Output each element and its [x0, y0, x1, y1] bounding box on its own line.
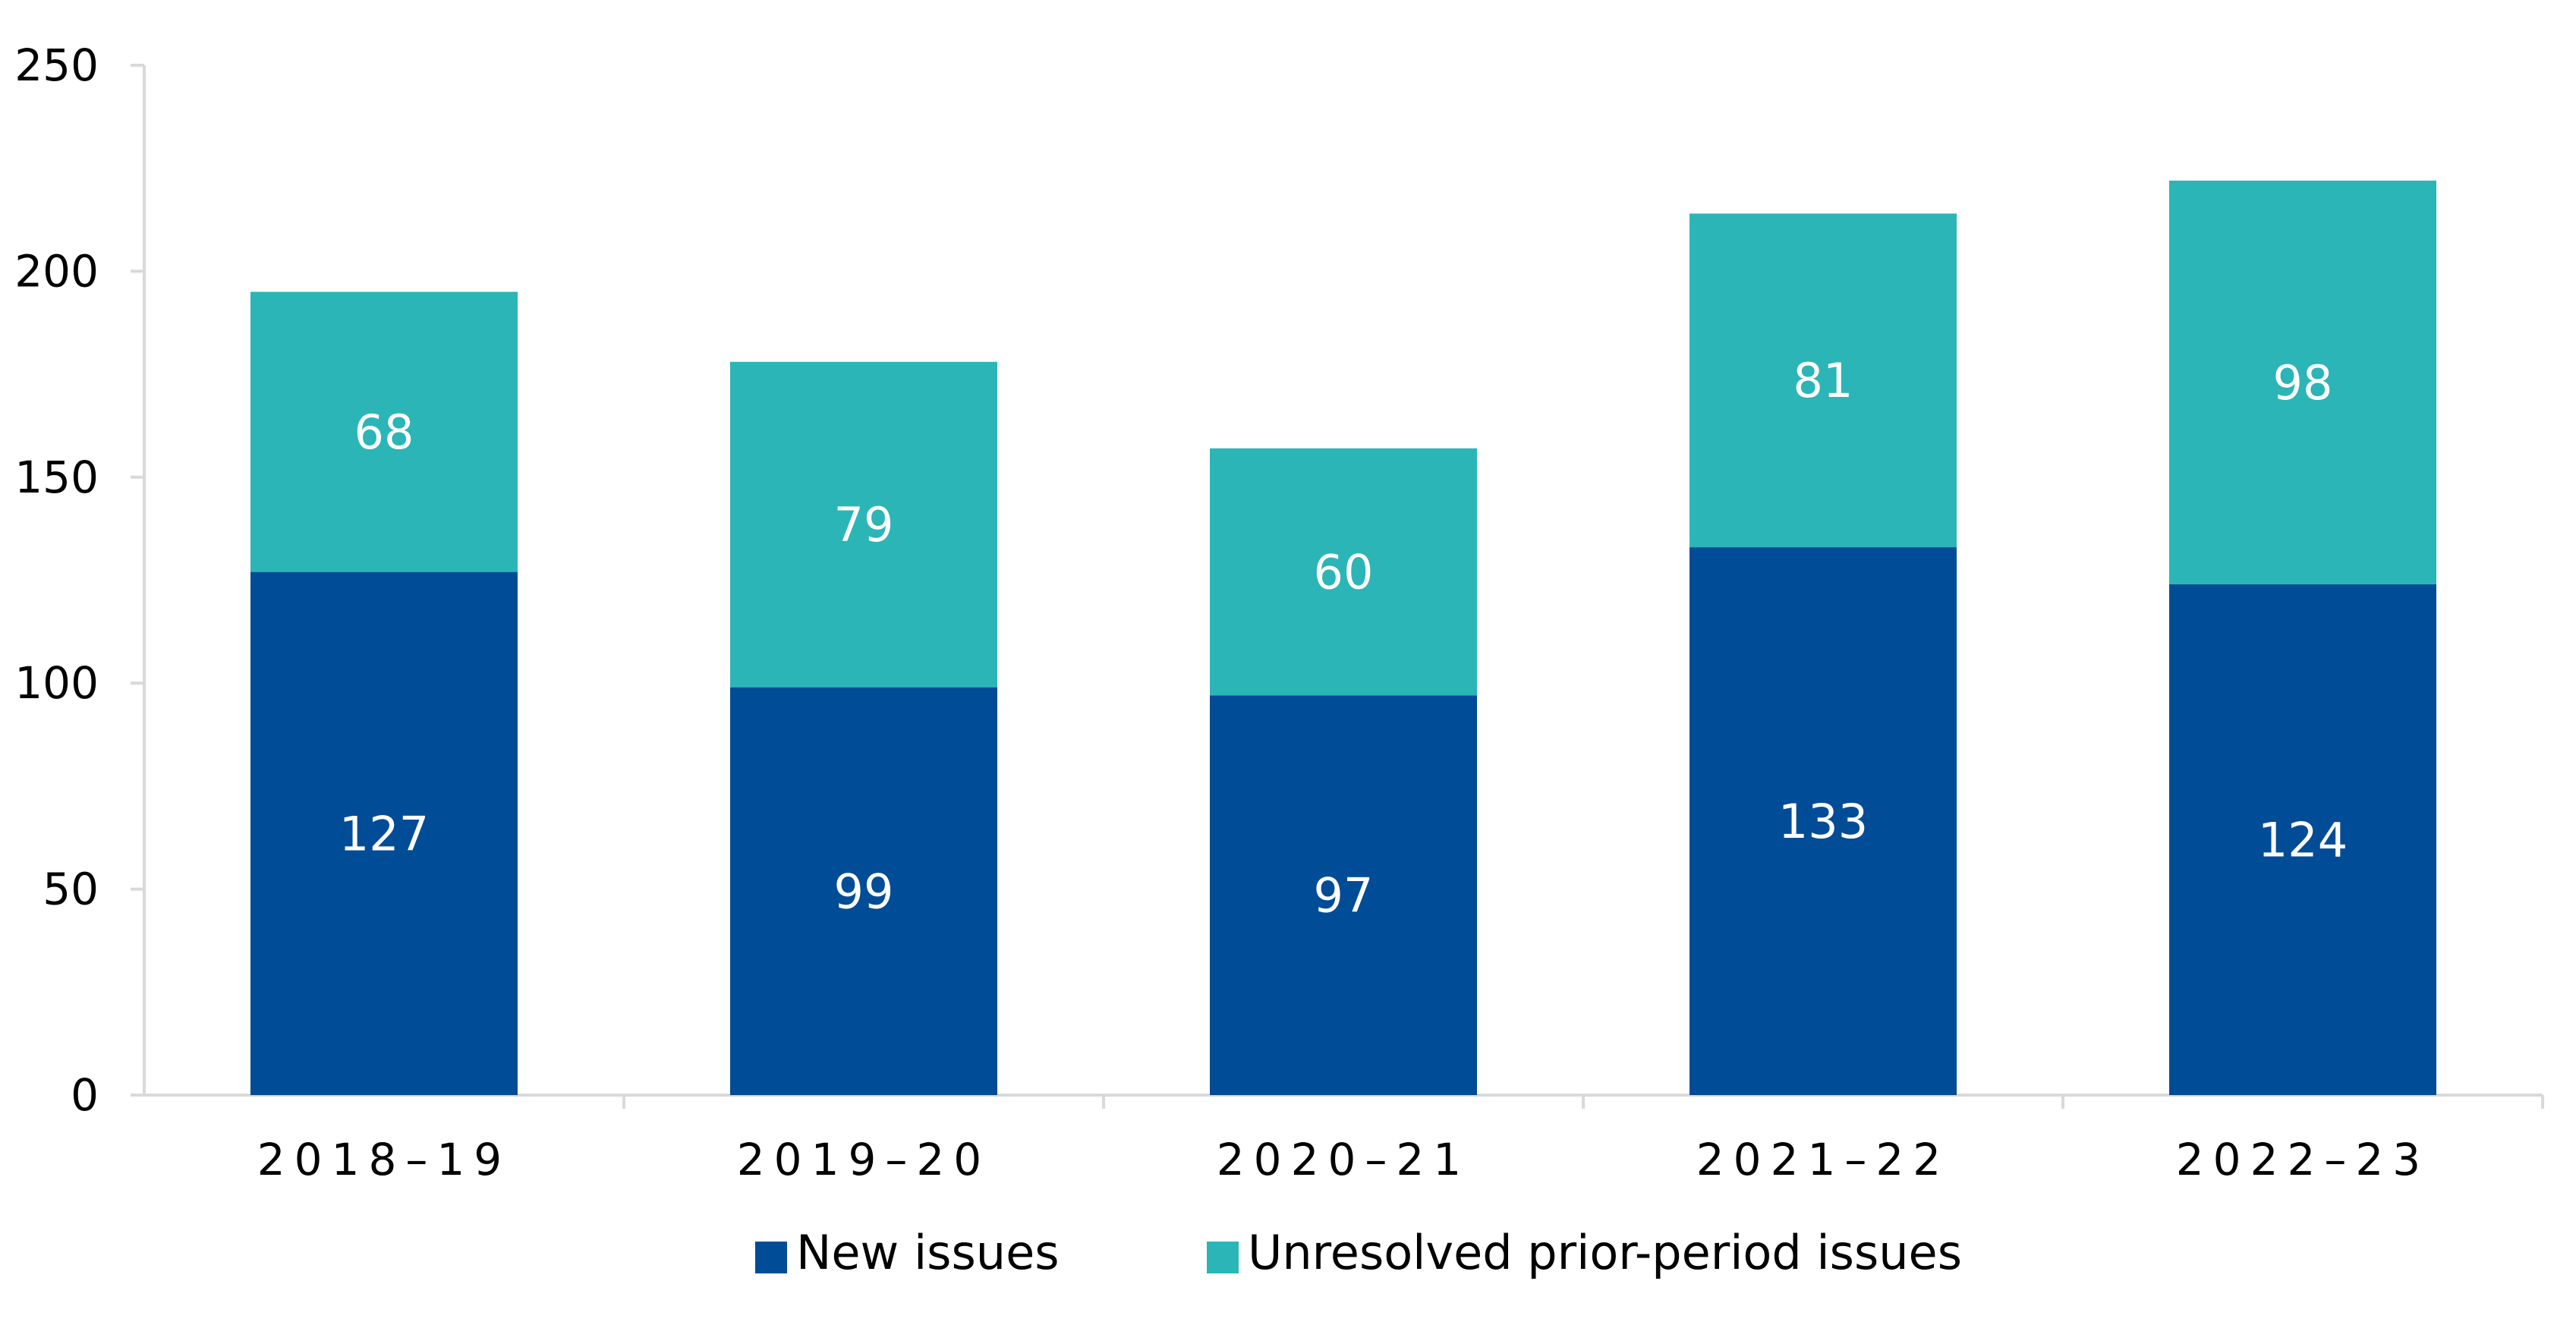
bar-new-issues [1210, 695, 1477, 1095]
data-label-new-issues: 124 [2258, 812, 2348, 867]
x-category-label: 2020–21 [1217, 1134, 1470, 1185]
bar-unresolved-issues [1690, 213, 1957, 548]
bar-unresolved-issues [2169, 180, 2436, 584]
bars [250, 180, 2436, 1095]
bar-unresolved-issues [250, 291, 518, 572]
data-label-new-issues: 133 [1778, 794, 1868, 849]
data-label-new-issues: 99 [834, 864, 894, 919]
data-label-new-issues: 97 [1314, 868, 1374, 924]
data-label-unresolved-issues: 98 [2273, 355, 2333, 411]
data-label-unresolved-issues: 60 [1314, 545, 1374, 600]
bar-new-issues [250, 571, 518, 1095]
bar-new-issues [2169, 584, 2436, 1095]
data-label-new-issues: 127 [339, 806, 429, 861]
x-category-label: 2021–22 [1696, 1134, 1950, 1185]
bar-unresolved-issues [1210, 448, 1477, 696]
legend-label-unresolved-issues: Unresolved prior-period issues [1248, 1225, 1962, 1280]
bar-unresolved-issues [730, 361, 997, 688]
x-category-label: 2022–23 [2176, 1134, 2430, 1185]
y-tick-label: 100 [14, 657, 99, 709]
y-tick-label: 0 [71, 1069, 99, 1121]
legend-label-new-issues: New issues [796, 1225, 1060, 1280]
y-tick-label: 150 [14, 452, 99, 503]
legend-swatch-unresolved-issues [1207, 1242, 1239, 1273]
data-label-unresolved-issues: 68 [354, 404, 414, 460]
legend-swatch-new-issues [755, 1242, 787, 1273]
bar-new-issues [1690, 547, 1957, 1095]
data-labels: 127 68 99 79 97 60 133 81 124 98 [339, 353, 2348, 923]
data-label-unresolved-issues: 81 [1793, 353, 1853, 408]
y-tick-label: 50 [43, 864, 99, 915]
bar-new-issues [730, 687, 997, 1095]
y-tick-label: 250 [14, 39, 99, 91]
legend: New issues Unresolved prior-period issues [755, 1225, 1962, 1280]
x-category-label: 2018–19 [257, 1134, 511, 1185]
y-tick-label: 200 [14, 245, 99, 297]
data-label-unresolved-issues: 79 [834, 497, 894, 552]
x-category-label: 2019–20 [737, 1134, 990, 1185]
axes: 0 50 100 150 200 250 2018–19 2019–20 2020–21 2021… [14, 39, 2544, 1185]
